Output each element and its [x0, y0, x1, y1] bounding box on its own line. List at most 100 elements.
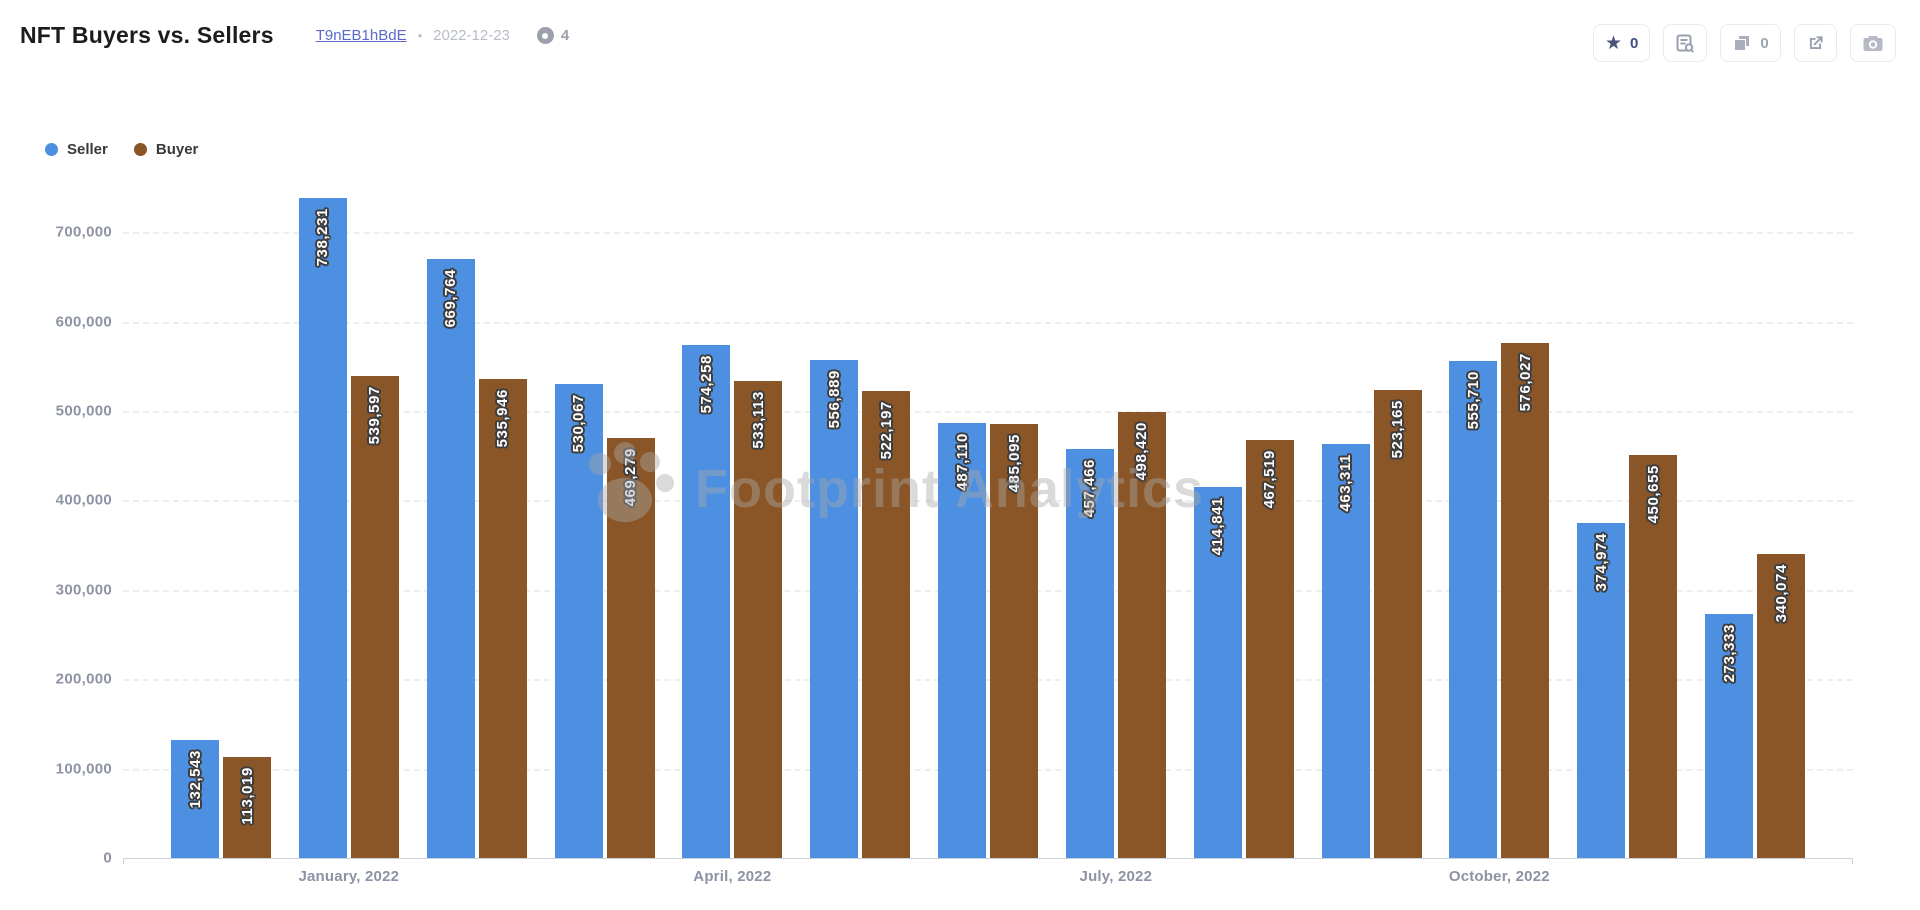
bar-value-label: 498,420 [1133, 422, 1151, 481]
y-tick-label: 600,000 [55, 313, 112, 331]
seller-bar[interactable]: 132,543 [171, 739, 219, 858]
axis-tick [1852, 858, 1853, 864]
bar-value-label: 574,258 [697, 354, 715, 414]
seller-bar[interactable]: 574,258 [682, 344, 731, 858]
buyer-bar[interactable]: 340,074 [1757, 553, 1805, 858]
star-count: 0 [1630, 34, 1639, 52]
bar-value-label: 463,311 [1337, 453, 1354, 512]
eye-icon [536, 27, 554, 44]
buyer-bar[interactable]: 113,019 [223, 756, 271, 858]
buyer-bar[interactable]: 539,597 [350, 375, 399, 858]
bar-value-label: 669,764 [442, 269, 460, 328]
screenshot-button[interactable] [1849, 24, 1896, 62]
bar-value-label: 414,841 [1209, 497, 1227, 556]
seller-bar[interactable]: 273,333 [1705, 613, 1753, 858]
seller-color-dot [45, 143, 58, 156]
bar-value-label: 533,113 [749, 391, 767, 449]
external-link-icon [1806, 34, 1825, 53]
legend-label-seller: Seller [67, 141, 108, 158]
buyer-bar[interactable]: 523,165 [1373, 390, 1422, 858]
view-query-button[interactable] [1663, 24, 1708, 62]
seller-bar[interactable]: 463,311 [1321, 443, 1370, 858]
legend-item-buyer[interactable]: Buyer [133, 141, 199, 158]
buyer-bar[interactable]: 450,655 [1629, 455, 1678, 858]
bar-value-label: 340,074 [1772, 563, 1790, 623]
open-external-button[interactable] [1793, 24, 1837, 62]
bar-value-label: 273,333 [1720, 623, 1738, 683]
buyer-bar[interactable]: 469,279 [606, 438, 655, 858]
header: NFT Buyers vs. Sellers T9nEB1hBdE • 2022… [20, 22, 569, 49]
seller-bar[interactable]: 669,764 [426, 259, 475, 858]
bar-value-label: 576,027 [1516, 353, 1534, 412]
axis-tick [123, 858, 124, 864]
buyer-bar[interactable]: 533,113 [734, 381, 783, 858]
seller-bar[interactable]: 556,889 [810, 360, 859, 858]
bar-value-label: 555,710 [1464, 371, 1482, 430]
seller-bar[interactable]: 555,710 [1449, 361, 1498, 858]
x-tick-label: October, 2022 [1448, 868, 1550, 885]
bar-value-label: 556,889 [825, 370, 843, 429]
buyer-bar[interactable]: 535,946 [478, 378, 527, 858]
buyer-bar[interactable]: 522,197 [862, 391, 911, 858]
bar-value-label: 738,231 [314, 208, 332, 267]
buyer-color-dot [133, 143, 147, 156]
bar-value-label: 530,067 [570, 394, 587, 453]
view-counter: 4 [536, 27, 570, 44]
seller-bar[interactable]: 374,974 [1577, 522, 1626, 858]
seller-bar[interactable]: 738,231 [298, 198, 347, 858]
y-tick-label: 700,000 [55, 223, 112, 241]
seller-bar[interactable]: 457,466 [1065, 449, 1114, 858]
bar-value-label: 535,946 [494, 388, 512, 448]
seller-bar[interactable]: 487,110 [938, 422, 986, 858]
buyer-bar[interactable]: 467,519 [1245, 440, 1294, 858]
gridline [123, 321, 1853, 324]
gridline [123, 679, 1853, 682]
bar-value-label: 469,279 [622, 448, 639, 507]
bar-value-label: 113,019 [238, 766, 256, 825]
view-count: 4 [560, 27, 570, 44]
bar-value-label: 539,597 [366, 385, 384, 445]
bar-value-label: 374,974 [1592, 532, 1610, 592]
copy-button[interactable]: 0 [1720, 24, 1781, 62]
buyer-bar[interactable]: 576,027 [1501, 343, 1550, 858]
y-tick-label: 300,000 [55, 581, 112, 599]
buyer-bar[interactable]: 498,420 [1117, 412, 1166, 858]
x-axis-line [123, 858, 1853, 859]
bar-value-label: 485,095 [1005, 434, 1023, 493]
y-tick-label: 0 [103, 849, 112, 867]
bar-value-label: 132,543 [186, 749, 204, 808]
y-tick-label: 400,000 [55, 491, 112, 509]
x-tick-label: January, 2022 [298, 868, 400, 885]
bar-value-label: 523,165 [1389, 400, 1406, 459]
bar-value-label: 450,655 [1644, 465, 1662, 524]
gridline [123, 500, 1853, 503]
camera-icon [1862, 33, 1884, 53]
bar-value-label: 467,519 [1261, 450, 1279, 509]
star-button[interactable]: ★ 0 [1593, 24, 1651, 62]
document-search-icon [1675, 33, 1695, 53]
page-title: NFT Buyers vs. Sellers [20, 22, 274, 48]
seller-bar[interactable]: 414,841 [1193, 487, 1242, 858]
copy-count: 0 [1760, 34, 1769, 52]
chart-meta: T9nEB1hBdE • 2022-12-23 4 [315, 27, 570, 44]
x-tick-label: April, 2022 [693, 868, 772, 885]
copy-icon [1732, 33, 1752, 53]
legend-label-buyer: Buyer [155, 141, 199, 158]
buyer-bar[interactable]: 485,095 [990, 424, 1038, 858]
bar-value-label: 522,197 [877, 401, 895, 460]
legend: Seller Buyer [45, 141, 198, 158]
legend-item-seller[interactable]: Seller [45, 141, 108, 158]
dot-separator: • [417, 28, 423, 43]
y-tick-label: 500,000 [55, 402, 112, 420]
gridline [123, 411, 1853, 413]
x-tick-label: July, 2022 [1079, 868, 1153, 885]
gridline [123, 768, 1853, 771]
toolbar: ★ 0 0 [1593, 24, 1896, 62]
seller-bar[interactable]: 530,067 [554, 384, 603, 858]
bar-value-label: 457,466 [1081, 459, 1099, 518]
gridline [123, 232, 1853, 235]
bar-value-label: 487,110 [953, 432, 971, 491]
chart-id-link[interactable]: T9nEB1hBdE [315, 27, 407, 44]
